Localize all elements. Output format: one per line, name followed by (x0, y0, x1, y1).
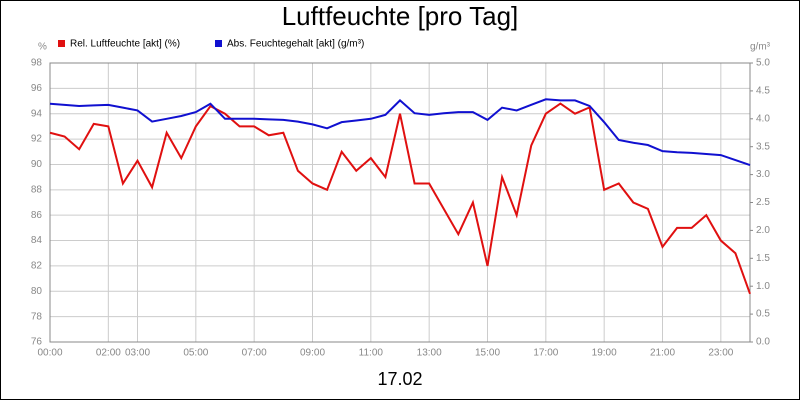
series-line (49, 102, 751, 295)
y-tick-label: 78 (31, 311, 43, 322)
series-line (49, 98, 751, 167)
x-tick-label: 09:00 (300, 348, 325, 359)
y2-tick-label: 2.5 (756, 197, 770, 208)
x-tick-label: 23:00 (708, 348, 733, 359)
y2-tick-label: 0.5 (756, 309, 770, 320)
legend-label: Rel. Luftfeuchte [akt] (%) (70, 39, 180, 50)
x-tick-label: 19:00 (592, 348, 617, 359)
legend-label: Abs. Feuchtegehalt [akt] (g/m³) (227, 39, 364, 50)
x-axis-label: 17.02 (377, 369, 422, 389)
y2-tick-label: 0.0 (756, 337, 770, 348)
plot-frame (49, 62, 751, 343)
y-tick-label: 96 (31, 83, 43, 94)
x-tick-label: 17:00 (533, 348, 558, 359)
x-tick-label: 13:00 (417, 348, 442, 359)
y-tick-label: 82 (31, 261, 43, 272)
y-tick-label: 76 (31, 337, 43, 348)
y-tick-label: 94 (31, 108, 43, 119)
x-tick-label: 05:00 (183, 348, 208, 359)
x-tick-label: 11:00 (359, 348, 384, 359)
x-tick-label: 21:00 (650, 348, 675, 359)
y-tick-label: 92 (31, 134, 43, 145)
y2-tick-label: 4.0 (756, 113, 770, 124)
y-tick-label: 98 (31, 58, 43, 69)
chart-title: Luftfeuchte [pro Tag] (282, 1, 519, 31)
legend-swatch (215, 40, 222, 47)
y-axis-label: % (38, 42, 47, 53)
y-tick-label: 90 (31, 159, 43, 170)
x-tick-label: 00:00 (37, 348, 62, 359)
y2-tick-label: 5.0 (756, 58, 770, 69)
y-tick-label: 84 (31, 235, 43, 246)
x-tick-label: 03:00 (125, 348, 150, 359)
y2-tick-label: 4.5 (756, 86, 770, 97)
y-tick-label: 80 (31, 286, 43, 297)
legend-swatch (58, 40, 65, 47)
y-tick-label: 86 (31, 210, 43, 221)
y2-tick-label: 2.0 (756, 225, 770, 236)
y2-tick-label: 1.5 (756, 253, 770, 264)
y2-tick-label: 1.0 (756, 281, 770, 292)
x-tick-label: 02:00 (96, 348, 121, 359)
x-tick-label: 15:00 (475, 348, 500, 359)
y-tick-label: 88 (31, 184, 43, 195)
y2-tick-label: 3.0 (756, 169, 770, 180)
y2-tick-label: 3.5 (756, 141, 770, 152)
x-tick-label: 07:00 (242, 348, 267, 359)
y2-axis-label: g/m³ (750, 42, 771, 53)
